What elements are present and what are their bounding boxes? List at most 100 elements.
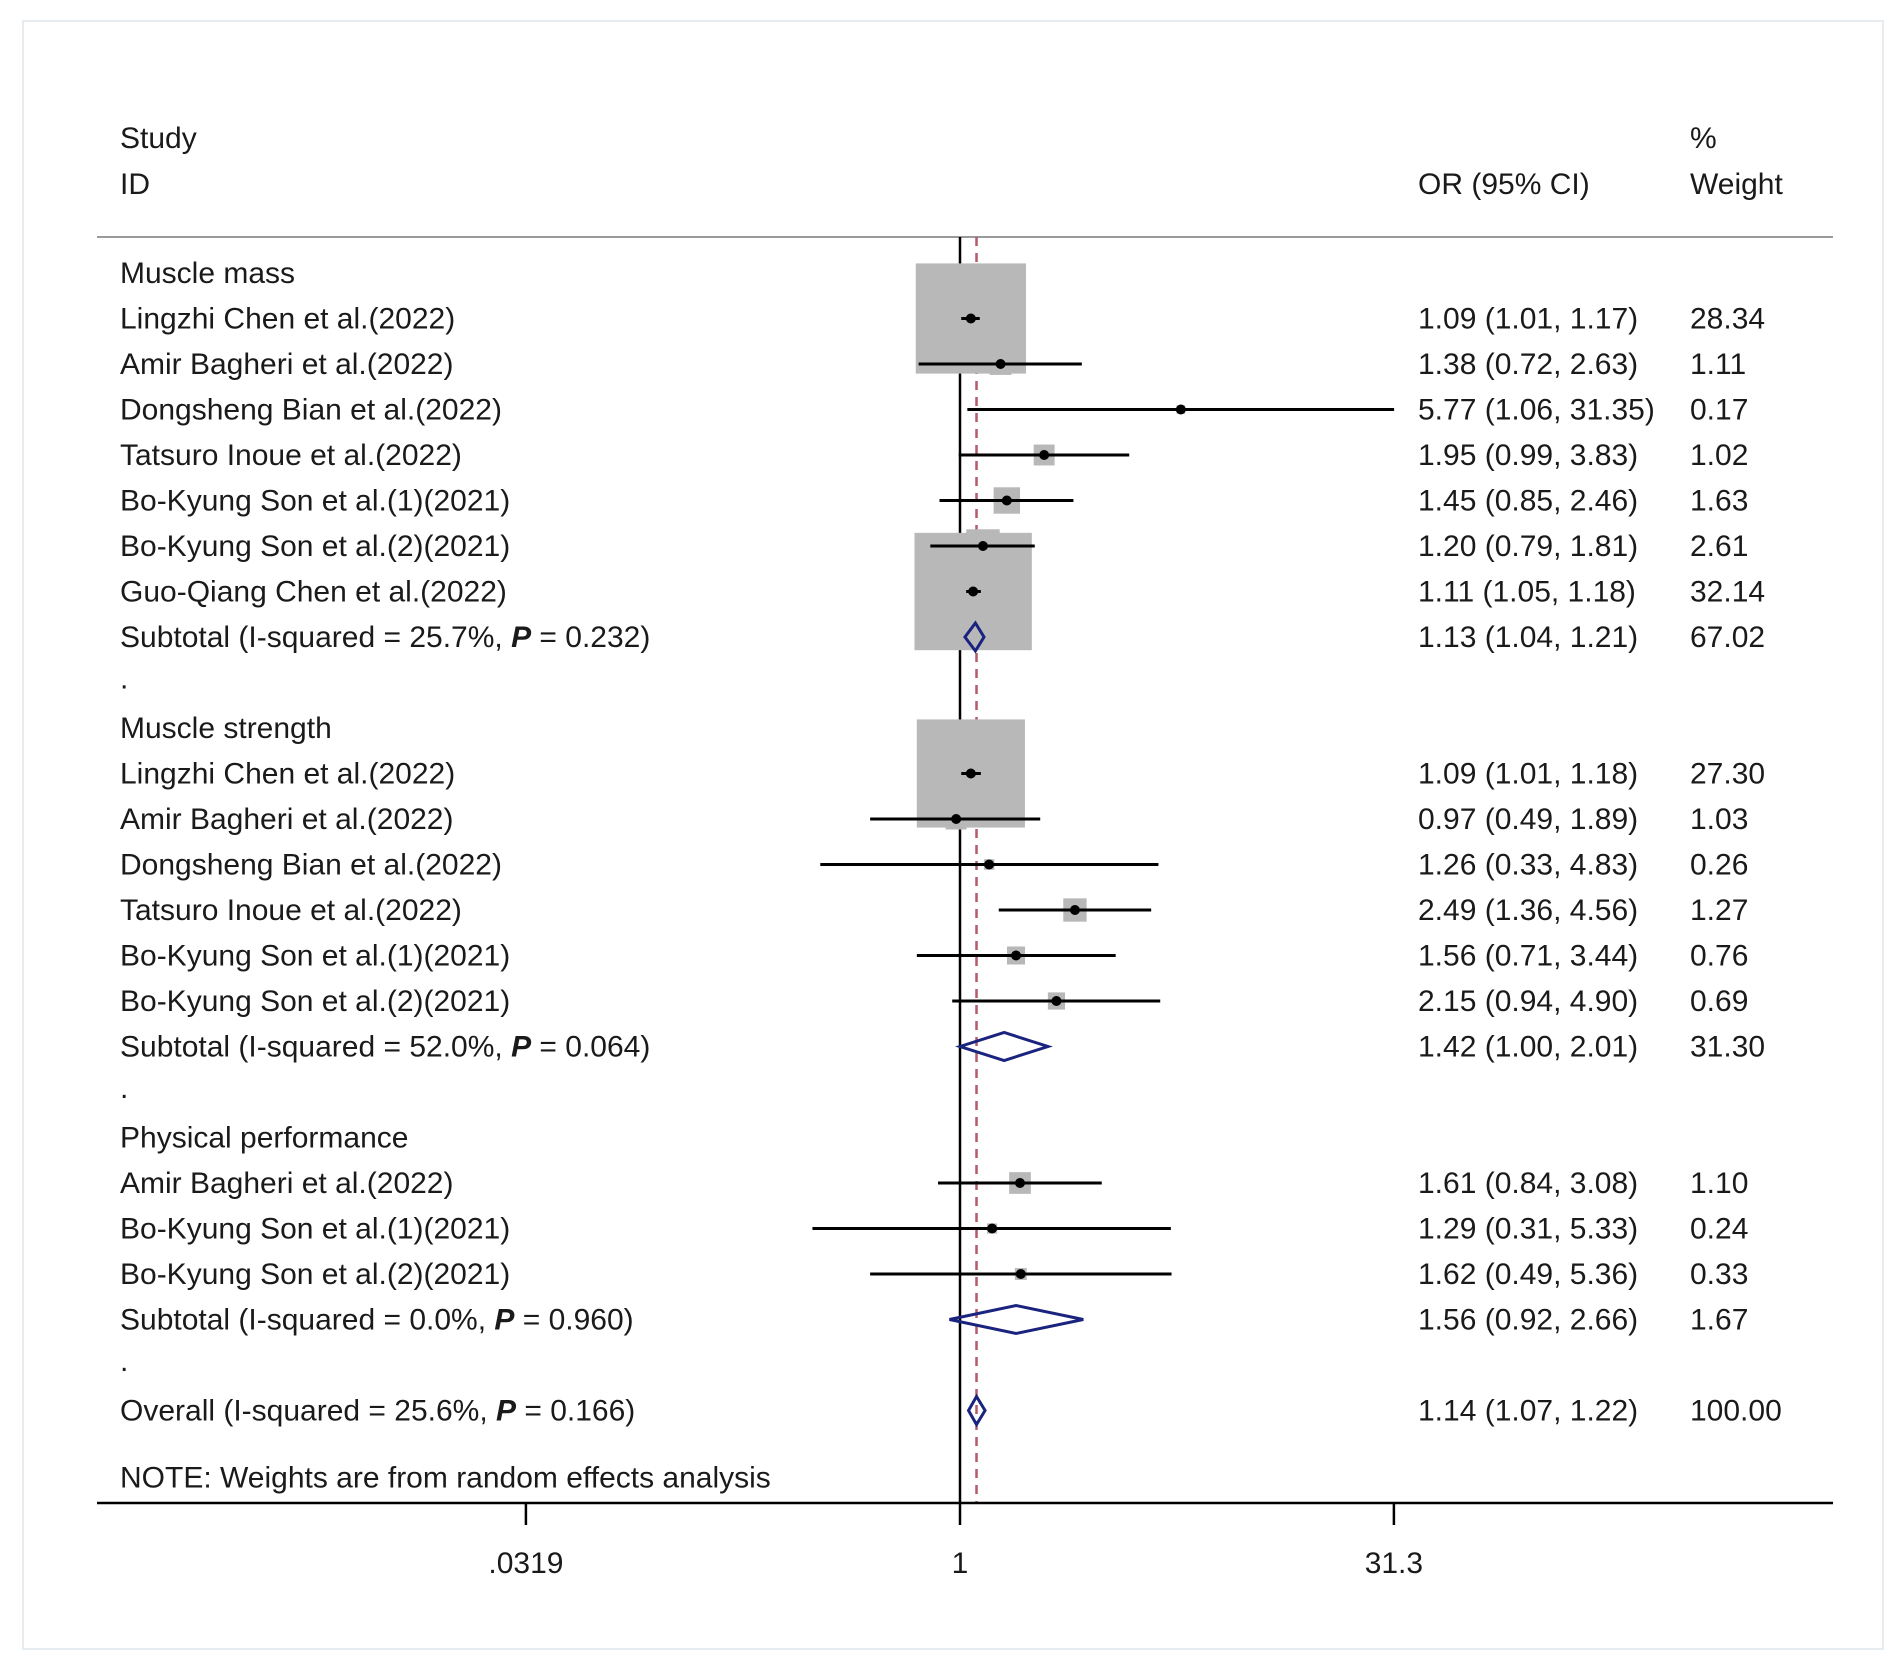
header-layer: Study ID OR (95% CI)% Weight <box>97 122 1833 238</box>
study-ci-value: 0.97 (0.49, 1.89) <box>1418 803 1638 836</box>
study-ci-value: 2.49 (1.36, 4.56) <box>1418 894 1638 927</box>
study-weight-value: 27.30 <box>1690 758 1765 791</box>
study-weight-value: 0.26 <box>1690 849 1748 882</box>
point-estimate <box>965 768 976 779</box>
subtotal-diamond <box>955 1030 1053 1063</box>
point-estimate <box>1175 404 1186 415</box>
overall-weight-value: 100.00 <box>1690 1395 1782 1428</box>
row-spacer-dot: . <box>120 1345 128 1378</box>
study-label: Bo-Kyung Son et al.(2)(2021) <box>120 1258 510 1291</box>
point-estimate <box>1051 996 1062 1006</box>
study-ci-value: 1.29 (0.31, 5.33) <box>1418 1213 1638 1246</box>
point-estimate <box>987 1223 998 1234</box>
study-ci-value: 5.77 (1.06, 31.35) <box>1418 394 1655 427</box>
row-spacer-dot: . <box>120 663 128 696</box>
subtotal-ci-value: 1.42 (1.00, 2.01) <box>1418 1031 1638 1064</box>
point-estimate <box>977 541 988 551</box>
subtotal-label: Subtotal (I-squared = 0.0%, P = 0.960) <box>120 1304 634 1337</box>
point-estimate <box>1011 950 1022 961</box>
study-weight-value: 0.69 <box>1690 985 1748 1018</box>
study-label: Dongsheng Bian et al.(2022) <box>120 394 502 427</box>
study-weight-value: 0.17 <box>1690 394 1748 427</box>
header-study: Study <box>120 122 197 155</box>
study-weight-value: 0.33 <box>1690 1258 1748 1291</box>
point-estimate <box>1069 905 1080 915</box>
point-estimate <box>995 359 1006 369</box>
point-estimate <box>1015 1178 1026 1188</box>
study-weight-value: 1.02 <box>1690 439 1748 472</box>
study-weight-value: 28.34 <box>1690 303 1765 336</box>
x-tick-label: 1 <box>952 1547 969 1580</box>
subtotal-diamond <box>949 1303 1084 1336</box>
study-weight-value: 32.14 <box>1690 576 1765 609</box>
study-weight-value: 0.76 <box>1690 940 1748 973</box>
subtotal-ci-value: 1.13 (1.04, 1.21) <box>1418 621 1638 654</box>
study-label: Tatsuro Inoue et al.(2022) <box>120 439 462 472</box>
study-label: Bo-Kyung Son et al.(2)(2021) <box>120 530 510 563</box>
study-label: Amir Bagheri et al.(2022) <box>120 348 454 381</box>
group-heading: Muscle strength <box>120 712 332 745</box>
study-weight-value: 1.27 <box>1690 894 1748 927</box>
study-label: Tatsuro Inoue et al.(2022) <box>120 894 462 927</box>
study-weight-value: 2.61 <box>1690 530 1748 563</box>
point-estimate <box>984 859 995 870</box>
group-heading: Physical performance <box>120 1122 408 1155</box>
study-ci-value: 1.62 (0.49, 5.36) <box>1418 1258 1638 1291</box>
study-ci-value: 1.09 (1.01, 1.18) <box>1418 758 1638 791</box>
study-label: Lingzhi Chen et al.(2022) <box>120 303 455 336</box>
group-heading: Muscle mass <box>120 257 295 290</box>
point-estimate <box>1039 450 1050 460</box>
study-label: Amir Bagheri et al.(2022) <box>120 1167 454 1200</box>
header-or-ci: OR (95% CI) <box>1418 168 1590 201</box>
reference-lines-layer <box>958 237 978 1503</box>
study-ci-value: 1.38 (0.72, 2.63) <box>1418 348 1638 381</box>
point-estimate <box>968 586 979 597</box>
overall-label: Overall (I-squared = 25.6%, P = 0.166) <box>120 1395 635 1428</box>
study-weight-value: 1.63 <box>1690 485 1748 518</box>
study-weight-value: 0.24 <box>1690 1213 1748 1246</box>
header-weight: Weight <box>1690 168 1783 201</box>
point-estimate <box>1001 495 1012 506</box>
row-spacer-dot: . <box>120 1072 128 1105</box>
x-tick-label: .0319 <box>488 1547 563 1580</box>
marks-layer <box>812 313 1395 1428</box>
overall-diamond <box>966 1393 987 1428</box>
subtotal-weight-value: 31.30 <box>1690 1031 1765 1064</box>
subtotal-weight-value: 1.67 <box>1690 1304 1748 1337</box>
study-label: Bo-Kyung Son et al.(1)(2021) <box>120 485 510 518</box>
subtotal-diamond <box>963 620 986 654</box>
point-estimate <box>1015 1269 1026 1279</box>
study-ci-value: 1.45 (0.85, 2.46) <box>1418 485 1638 518</box>
row-text-layer: Muscle mass Lingzhi Chen et al.(2022) 1.09… <box>120 257 1782 1495</box>
study-ci-value: 1.26 (0.33, 4.83) <box>1418 849 1638 882</box>
footnote: NOTE: Weights are from random effects an… <box>120 1462 771 1495</box>
study-label: Bo-Kyung Son et al.(2)(2021) <box>120 985 510 1018</box>
study-ci-value: 1.09 (1.01, 1.17) <box>1418 303 1638 336</box>
study-ci-value: 2.15 (0.94, 4.90) <box>1418 985 1638 1018</box>
header-id: ID <box>120 168 150 201</box>
study-weight-value: 1.11 <box>1690 348 1746 381</box>
point-estimate <box>965 313 976 324</box>
study-label: Guo-Qiang Chen et al.(2022) <box>120 576 507 609</box>
weight-boxes-layer <box>914 263 1186 1280</box>
study-ci-value: 1.56 (0.71, 3.44) <box>1418 940 1638 973</box>
study-label: Amir Bagheri et al.(2022) <box>120 803 454 836</box>
point-estimate <box>951 814 962 824</box>
x-axis-layer: .0319 1 31.3 <box>97 1501 1833 1580</box>
study-weight-value: 1.10 <box>1690 1167 1748 1200</box>
overall-ci-value: 1.14 (1.07, 1.22) <box>1418 1395 1638 1428</box>
study-label: Lingzhi Chen et al.(2022) <box>120 758 455 791</box>
study-ci-value: 1.20 (0.79, 1.81) <box>1418 530 1638 563</box>
study-ci-value: 1.61 (0.84, 3.08) <box>1418 1167 1638 1200</box>
study-ci-value: 1.95 (0.99, 3.83) <box>1418 439 1638 472</box>
subtotal-ci-value: 1.56 (0.92, 2.66) <box>1418 1304 1638 1337</box>
subtotal-label: Subtotal (I-squared = 25.7%, P = 0.232) <box>120 621 650 654</box>
subtotal-label: Subtotal (I-squared = 52.0%, P = 0.064) <box>120 1031 650 1064</box>
header-percent: % <box>1690 122 1717 155</box>
x-tick-label: 31.3 <box>1365 1547 1423 1580</box>
study-label: Bo-Kyung Son et al.(1)(2021) <box>120 940 510 973</box>
study-weight-value: 1.03 <box>1690 803 1748 836</box>
study-ci-value: 1.11 (1.05, 1.18) <box>1418 576 1636 609</box>
study-label: Dongsheng Bian et al.(2022) <box>120 849 502 882</box>
